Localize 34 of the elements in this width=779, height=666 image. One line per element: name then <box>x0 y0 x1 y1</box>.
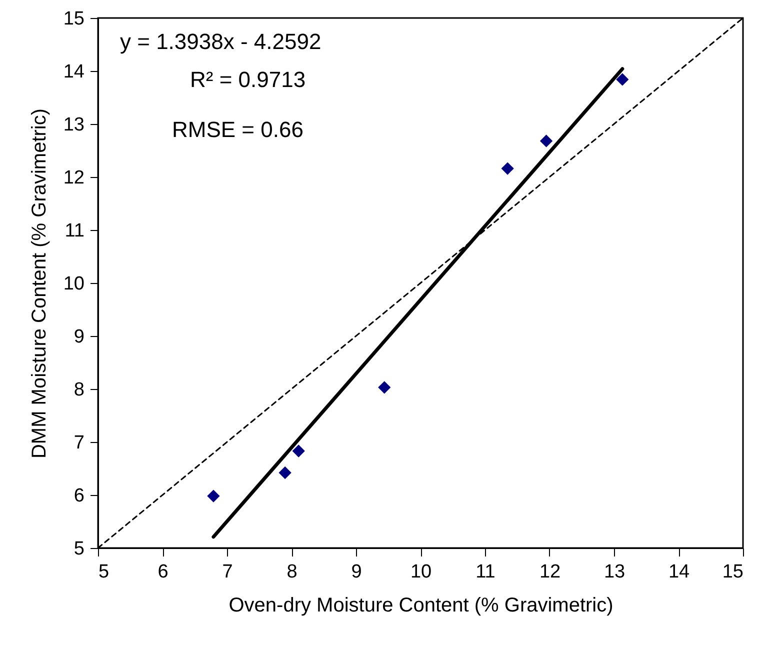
y-axis-title: DMM Moisture Content (% Gravimetric) <box>28 108 50 459</box>
point <box>540 134 553 148</box>
x-tick-label: 8 <box>286 562 298 582</box>
y-tick-label: 6 <box>74 486 84 506</box>
x-tick-label: 6 <box>158 562 168 582</box>
point <box>501 162 514 175</box>
x-tick-label: 11 <box>476 562 496 582</box>
x-tick-label: 5 <box>98 562 110 582</box>
y-tick-label: 10 <box>63 274 84 294</box>
y-tick-label: 8 <box>74 380 84 400</box>
x-tick-label: 13 <box>604 562 626 582</box>
x-tick-label: 12 <box>539 562 561 582</box>
x-axis-title: Oven-dry Moisture Content (% Gravimetric) <box>228 594 614 616</box>
annotation: R² = 0.9713 <box>190 67 306 92</box>
x-tick-label: 15 <box>722 562 744 582</box>
x-tick-label: 14 <box>668 562 690 582</box>
x-tick-label: 10 <box>410 562 432 582</box>
x-tick-label: 9 <box>351 562 362 582</box>
y-tick-label: 12 <box>63 168 84 188</box>
y-tick-label: 7 <box>74 432 84 454</box>
point <box>207 490 220 502</box>
y-tick-label: 15 <box>63 8 84 30</box>
annotation: RMSE = 0.66 <box>172 117 304 142</box>
y-tick-label: 5 <box>74 538 84 560</box>
point <box>378 381 391 394</box>
point <box>616 73 629 86</box>
y-tick-label: 13 <box>63 114 84 136</box>
point <box>292 444 305 458</box>
y-tick-label: 14 <box>63 62 85 82</box>
annotation: y = 1.3938x - 4.2592 <box>120 29 322 54</box>
y-tick-label: 11 <box>64 220 84 242</box>
x-tick-label: 7 <box>222 562 233 582</box>
y-tick-label: 9 <box>74 326 84 348</box>
point <box>278 466 292 480</box>
